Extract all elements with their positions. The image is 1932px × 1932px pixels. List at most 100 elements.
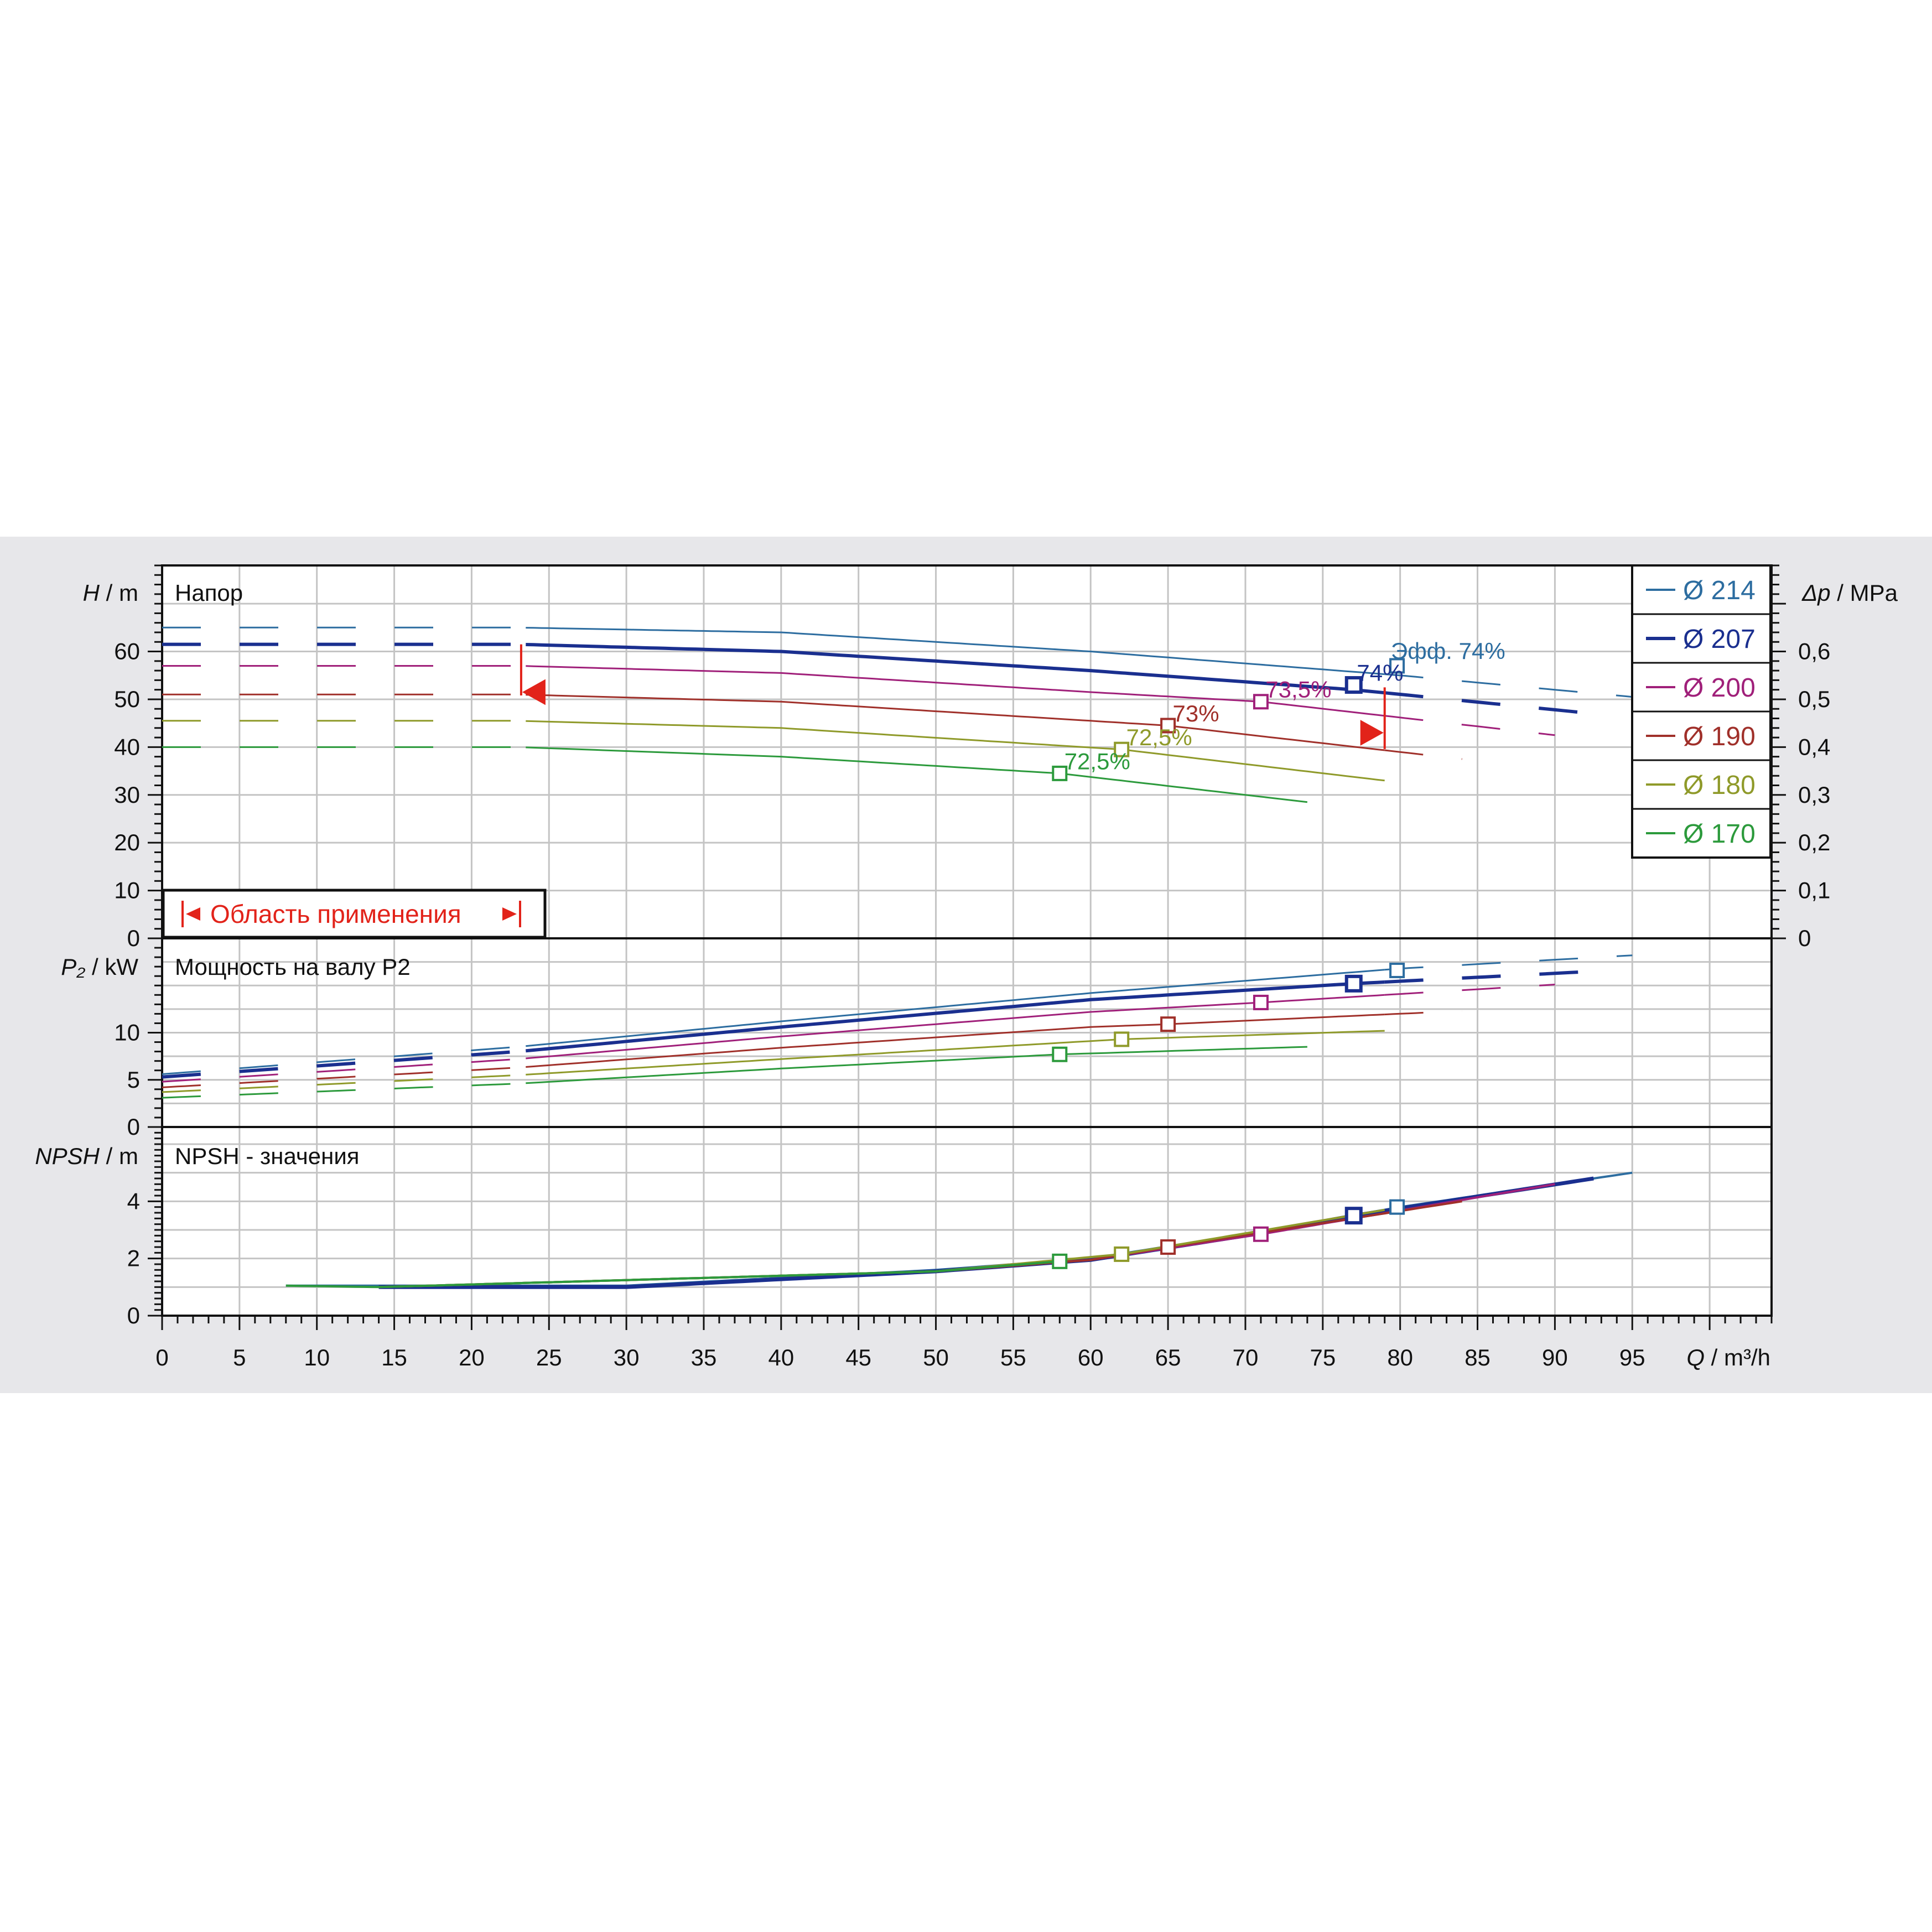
right-y-axis-label-variable: Δp bbox=[1801, 580, 1831, 606]
series-214-power-line bbox=[526, 969, 1385, 1047]
x-tick-label: 20 bbox=[459, 1344, 485, 1370]
power-y-tick-label: 5 bbox=[127, 1067, 140, 1093]
x-axis-label-separator: / bbox=[1705, 1344, 1724, 1370]
power-y-axis-label: P₂ / kW bbox=[61, 954, 138, 980]
npsh-y-axis-label-separator: / bbox=[100, 1143, 119, 1169]
efficiency-label: 73,5% bbox=[1265, 677, 1331, 703]
npsh-y-tick-label: 4 bbox=[127, 1188, 140, 1214]
series-190-bep-marker-power bbox=[1160, 1016, 1176, 1032]
efficiency-label: 74% bbox=[1357, 659, 1403, 685]
series-180-bep-marker-head bbox=[1114, 741, 1130, 757]
x-tick-label: 80 bbox=[1387, 1344, 1413, 1370]
series-180-head-line bbox=[526, 720, 1385, 782]
npsh-y-axis-label: NPSH / m bbox=[35, 1143, 138, 1169]
series-170-npsh-line bbox=[285, 1260, 1060, 1289]
series-180-power-line-extended bbox=[162, 1074, 518, 1093]
series-207-bep-marker-npsh bbox=[1344, 1207, 1363, 1225]
series-170-bep-marker-power bbox=[1052, 1046, 1068, 1062]
legend-entry: Ø 207 bbox=[1683, 625, 1756, 654]
series-200-head-line bbox=[526, 665, 1385, 717]
x-tick-label: 70 bbox=[1233, 1344, 1259, 1370]
series-190-power-line-extended bbox=[162, 1067, 518, 1088]
x-tick-label: 15 bbox=[381, 1344, 407, 1370]
legend-entry: Ø 190 bbox=[1683, 722, 1756, 751]
series-207-head-line-extended bbox=[1384, 691, 1594, 715]
series-190-power-line-extended bbox=[1384, 1010, 1462, 1016]
series-207-power-line-extended bbox=[162, 1050, 518, 1079]
head-y-axis-label-separator: / bbox=[100, 580, 119, 606]
power-panel-title: Мощность на валу P2 bbox=[175, 954, 411, 980]
application-area-right-arrow bbox=[1360, 720, 1384, 746]
right-y-tick-label: 0 bbox=[1798, 925, 1811, 951]
series-200-bep-marker-head bbox=[1253, 694, 1269, 710]
power-y-axis-label-separator: / bbox=[85, 954, 105, 980]
head-y-tick-label: 20 bbox=[114, 829, 140, 855]
series-214-power-line-extended bbox=[162, 1046, 518, 1075]
series-190-bep-marker-head bbox=[1160, 718, 1176, 734]
series-190-power-line bbox=[526, 1014, 1385, 1068]
x-tick-label: 50 bbox=[923, 1344, 949, 1370]
series-207-bep-marker-power bbox=[1344, 974, 1363, 993]
series-170-head-line bbox=[526, 746, 1308, 803]
series-180-power-line bbox=[526, 1030, 1385, 1076]
npsh-y-axis-label-variable: NPSH bbox=[35, 1143, 100, 1169]
series-200-bep-marker-npsh bbox=[1253, 1226, 1269, 1242]
npsh-y-tick-label: 0 bbox=[127, 1302, 140, 1328]
x-tick-label: 65 bbox=[1155, 1344, 1181, 1370]
application-area-box bbox=[162, 889, 547, 939]
npsh-y-axis-label-unit: m bbox=[119, 1143, 138, 1169]
efficiency-label: 72,5% bbox=[1126, 724, 1192, 750]
right-y-tick-label: 0,4 bbox=[1798, 734, 1830, 760]
x-tick-label: 90 bbox=[1542, 1344, 1568, 1370]
series-180-bep-marker-npsh bbox=[1114, 1246, 1130, 1262]
power-y-axis-label-variable: P₂ bbox=[61, 954, 85, 980]
x-tick-label: 35 bbox=[691, 1344, 717, 1370]
x-tick-label: 5 bbox=[233, 1344, 246, 1370]
npsh-y-tick-label: 2 bbox=[127, 1245, 140, 1271]
right-y-axis-label-unit: MPa bbox=[1850, 580, 1898, 606]
head-y-tick-label: 30 bbox=[114, 782, 140, 808]
head-y-tick-label: 0 bbox=[127, 925, 140, 951]
head-y-axis-label-variable: H bbox=[83, 580, 100, 606]
series-190-head-line bbox=[526, 694, 1385, 751]
series-200-power-line-extended bbox=[162, 1058, 518, 1083]
series-214-bep-marker-power bbox=[1389, 962, 1405, 978]
application-area-box-right-arrow bbox=[502, 907, 517, 921]
right-y-tick-label: 0,2 bbox=[1798, 829, 1830, 855]
right-y-axis-label: Δp / MPa bbox=[1801, 580, 1898, 606]
series-200-power-line-extended bbox=[1384, 984, 1555, 996]
head-y-tick-label: 50 bbox=[114, 686, 140, 712]
series-207-bep-marker-head bbox=[1344, 676, 1363, 694]
legend-entry: Ø 200 bbox=[1683, 673, 1756, 703]
x-tick-label: 0 bbox=[155, 1344, 168, 1370]
series-207-power-line-extended bbox=[1384, 969, 1594, 984]
application-area-box-left-arrow bbox=[186, 907, 200, 921]
series-180-bep-marker-power bbox=[1114, 1031, 1130, 1047]
legend-entry: Ø 180 bbox=[1683, 771, 1756, 800]
series-214-bep-marker-npsh bbox=[1389, 1199, 1405, 1215]
head-y-tick-label: 10 bbox=[114, 877, 140, 903]
application-area-label: Область применения bbox=[210, 900, 461, 928]
series-170-power-line bbox=[526, 1046, 1307, 1084]
right-y-tick-label: 0,3 bbox=[1798, 782, 1830, 808]
series-214-bep-marker-head bbox=[1389, 658, 1405, 674]
legend-entry: Ø 170 bbox=[1683, 819, 1756, 849]
head-y-tick-label: 60 bbox=[114, 638, 140, 664]
x-tick-label: 60 bbox=[1078, 1344, 1104, 1370]
series-207-head-line bbox=[526, 643, 1385, 695]
series-170-bep-marker-head bbox=[1052, 765, 1068, 781]
head-y-axis-label-unit: m bbox=[119, 580, 138, 606]
legend-entry: Ø 214 bbox=[1683, 576, 1756, 605]
head-y-tick-label: 40 bbox=[114, 734, 140, 760]
x-tick-label: 45 bbox=[845, 1344, 871, 1370]
npsh-panel-title: NPSH - значения bbox=[175, 1143, 360, 1169]
power-y-tick-label: 10 bbox=[114, 1020, 140, 1046]
head-panel-title: Напор bbox=[175, 580, 243, 606]
right-y-axis-label-separator: / bbox=[1831, 580, 1850, 606]
right-y-tick-label: 0,1 bbox=[1798, 877, 1830, 903]
x-tick-label: 40 bbox=[768, 1344, 794, 1370]
series-200-head-line-extended bbox=[1384, 715, 1555, 736]
head-y-axis-label: H / m bbox=[83, 580, 138, 606]
x-tick-label: 25 bbox=[536, 1344, 562, 1370]
